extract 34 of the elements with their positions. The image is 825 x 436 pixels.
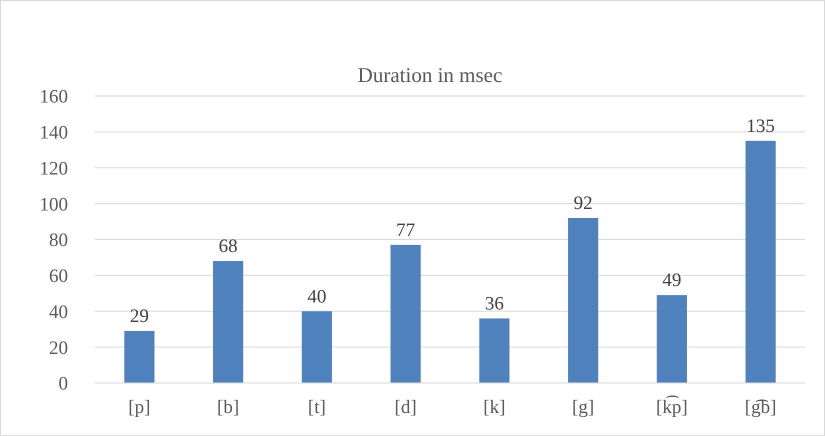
data-label: 135 (746, 116, 775, 137)
bar (390, 244, 421, 383)
data-label: 92 (574, 192, 593, 214)
data-label: 40 (307, 286, 326, 308)
x-tick-label: [g͡b] (744, 397, 776, 418)
y-tick-label: 80 (49, 230, 68, 252)
bar (213, 261, 244, 383)
x-tick-label: [k] (483, 397, 506, 418)
x-tick-label: [g] (572, 397, 594, 418)
y-tick-label: 60 (49, 266, 68, 288)
data-label: 29 (130, 306, 149, 327)
data-label: 77 (396, 220, 416, 241)
y-tick-label: 120 (40, 158, 68, 180)
chart-title: Duration in msec (358, 63, 502, 87)
y-tick-label: 100 (40, 194, 68, 216)
y-tick-label: 0 (58, 374, 68, 395)
bar (124, 330, 154, 383)
bar (302, 311, 332, 383)
data-label: 49 (662, 270, 682, 292)
data-label: 36 (484, 293, 504, 314)
x-tick-label: [p] (128, 397, 150, 418)
data-label: 68 (218, 236, 238, 258)
y-tick-label: 160 (40, 86, 68, 108)
bar (568, 218, 598, 383)
bar (479, 318, 510, 383)
x-tick-label: [t] (308, 397, 326, 418)
x-tick-label: [d] (394, 397, 417, 418)
y-tick-label: 140 (40, 122, 68, 144)
x-tick-label: [k͡p] (656, 396, 688, 418)
y-tick-label: 40 (49, 302, 68, 323)
x-tick-label: [b] (217, 397, 240, 418)
y-tick-label: 20 (49, 338, 68, 359)
bar (746, 140, 776, 383)
bar (656, 295, 687, 383)
